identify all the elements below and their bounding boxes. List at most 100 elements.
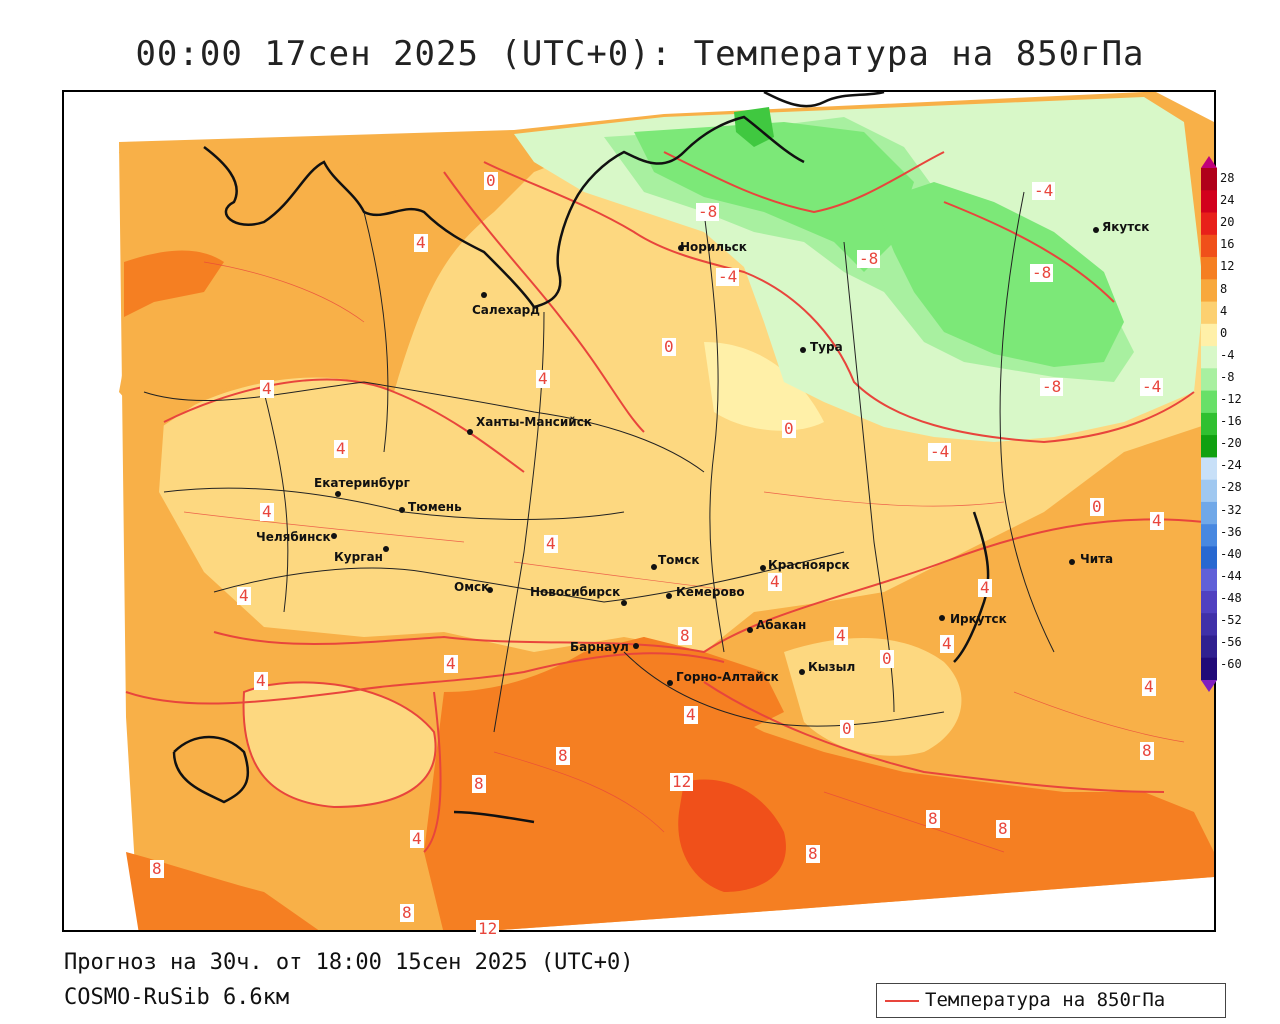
contour-label: 4 <box>334 439 348 458</box>
city-dot <box>621 600 627 606</box>
colorbar-tick-label: -56 <box>1220 635 1242 650</box>
colorbar-tick-label: -24 <box>1220 458 1242 473</box>
city-dot <box>760 565 766 571</box>
region-cold-minus8-north <box>634 122 914 272</box>
city-label: Красноярск <box>768 558 850 572</box>
colorbar-tick-label: 0 <box>1220 325 1228 340</box>
colorbar-segment <box>1201 212 1217 236</box>
city-dot <box>467 429 473 435</box>
region-southwest-pocket <box>243 682 436 807</box>
contour-label: 4 <box>410 829 424 848</box>
colorbar-tick-label: 20 <box>1220 215 1235 230</box>
colorbar-tick-label: 16 <box>1220 237 1235 252</box>
colorbar-segment <box>1201 613 1217 636</box>
colorbar-min-arrow <box>1201 680 1217 692</box>
city-dot <box>487 587 493 593</box>
contour-label: 8 <box>150 859 164 878</box>
legend: Температура на 850гПа <box>876 983 1226 1018</box>
colorbar-tick-label: 24 <box>1220 193 1235 208</box>
city-label: Челябинск <box>256 530 331 544</box>
city-label: Ханты-Мансийск <box>476 415 592 429</box>
city-label: Чита <box>1080 552 1114 566</box>
contour-label: 8 <box>400 903 414 922</box>
colorbar-tick-label: -4 <box>1220 347 1235 362</box>
contour-label: 8 <box>996 819 1010 838</box>
colorbar-segment <box>1201 501 1217 525</box>
model-name: COSMO-RuSib 6.6км <box>64 985 290 1010</box>
contour-label: -8 <box>696 202 720 221</box>
contour-label: -4 <box>716 267 740 286</box>
contour-label: 0 <box>840 719 854 738</box>
colorbar-tick-label: 28 <box>1220 171 1235 185</box>
city-label: Кызыл <box>808 660 856 674</box>
contour-label: 8 <box>1140 741 1154 760</box>
region-left-warm <box>119 147 404 432</box>
city-dot <box>651 564 657 570</box>
contour-label: -8 <box>857 249 881 268</box>
city-dot <box>678 245 684 251</box>
legend-line-swatch <box>885 1000 919 1002</box>
colorbar-segment <box>1201 435 1217 458</box>
colorbar-segment <box>1201 346 1217 369</box>
colorbar-tick-label: -44 <box>1220 568 1242 583</box>
colorbar-tick-label: -52 <box>1220 613 1242 627</box>
contour-label: 0 <box>782 419 796 438</box>
colorbar-tick-label: -60 <box>1220 657 1242 672</box>
contour-label: 4 <box>684 705 698 724</box>
colorbar-segment <box>1201 546 1217 570</box>
contour-label: 4 <box>1142 677 1156 696</box>
contour-label: 12 <box>476 919 500 938</box>
colorbar-segment <box>1201 412 1217 436</box>
forecast-info: Прогноз на 30ч. от 18:00 15сен 2025 (UTC… <box>64 950 634 975</box>
contour-label: 4 <box>536 369 550 388</box>
isotherm-fine-contours <box>183 261 1185 853</box>
city-label: Иркутск <box>950 612 1007 626</box>
city-label: Тюмень <box>408 500 462 514</box>
city-label: Горно-Алтайск <box>676 670 779 684</box>
contour-label: -4 <box>928 442 952 461</box>
region-cold-minus8-east <box>874 182 1124 367</box>
city-label: Новосибирск <box>530 585 621 599</box>
contour-label: 4 <box>237 586 251 605</box>
map-area[interactable] <box>62 90 1216 932</box>
colorbar-segment <box>1201 568 1217 592</box>
contour-label: 4 <box>768 572 782 591</box>
contour-label: 0 <box>880 649 894 668</box>
contour-label: 8 <box>806 844 820 863</box>
city-dot <box>799 669 805 675</box>
city-dot <box>1093 227 1099 233</box>
colorbar-segment <box>1201 635 1217 659</box>
city-label: Курган <box>334 550 383 564</box>
isotherm-contours <box>125 151 1205 853</box>
contour-label: 8 <box>926 809 940 828</box>
contour-label: 4 <box>444 654 458 673</box>
city-label: Омск <box>454 580 490 594</box>
colorbar-segment <box>1201 168 1217 191</box>
contour-label: 4 <box>260 502 274 521</box>
contour-label: 4 <box>940 634 954 653</box>
colorbar-tick-label: -40 <box>1220 546 1242 561</box>
coastlines <box>172 92 990 824</box>
colorbar-tick-label: -36 <box>1220 524 1242 539</box>
city-dot <box>1069 559 1075 565</box>
colorbar-tick-label: -8 <box>1220 369 1235 384</box>
colorbar-segment <box>1201 368 1217 392</box>
map-title: 00:00 17сен 2025 (UTC+0): Температура на… <box>135 34 1145 74</box>
colorbar-segment <box>1201 657 1217 681</box>
colorbar-segment <box>1201 279 1217 303</box>
contour-label: 0 <box>484 171 498 190</box>
city-dot <box>667 680 673 686</box>
contour-label: 4 <box>1150 511 1164 530</box>
colorbar-segment <box>1201 323 1217 347</box>
region-hot-8-12 <box>424 637 1214 930</box>
city-dot <box>335 491 341 497</box>
city-dot <box>747 627 753 633</box>
legend-label: Температура на 850гПа <box>925 989 1166 1011</box>
colorbar-tick-label: -16 <box>1220 414 1242 429</box>
colorbar-segment <box>1201 479 1217 503</box>
colorbar-max-arrow <box>1201 156 1217 168</box>
contour-label: 4 <box>834 626 848 645</box>
city-label: Кемерово <box>676 585 745 599</box>
contour-label: 8 <box>472 774 486 793</box>
contour-label: 4 <box>260 379 274 398</box>
